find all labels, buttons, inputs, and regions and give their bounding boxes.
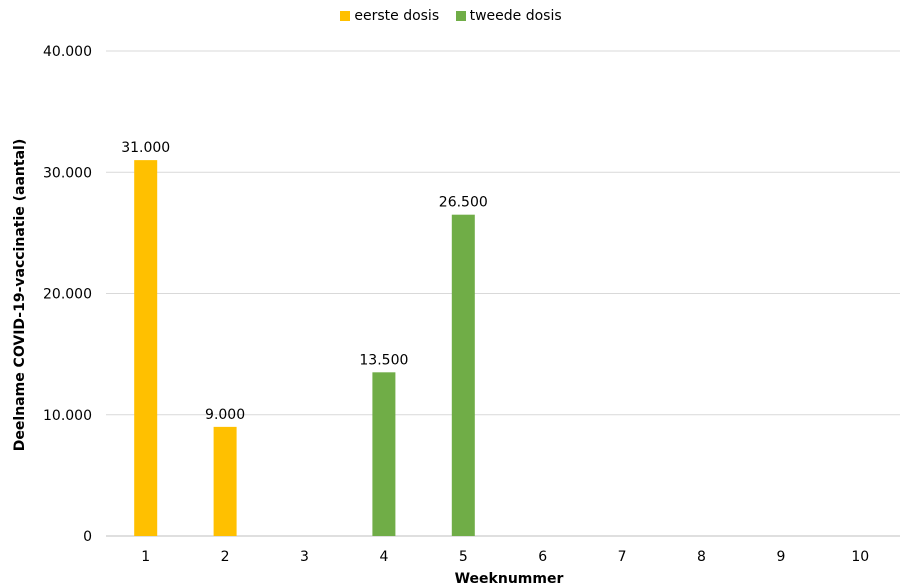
x-tick-label: 10 bbox=[851, 549, 869, 565]
x-tick-label: 9 bbox=[776, 549, 785, 565]
x-tick-label: 8 bbox=[697, 549, 706, 565]
y-tick-label: 20.000 bbox=[43, 287, 92, 303]
data-label: 13.500 bbox=[359, 352, 408, 368]
legend-item-eerste-dosis: eerste dosis bbox=[340, 8, 439, 24]
x-tick-label: 3 bbox=[300, 549, 309, 565]
x-tick-label: 5 bbox=[459, 549, 468, 565]
bar-eerste-dosis bbox=[213, 426, 237, 536]
bars bbox=[134, 160, 475, 536]
y-axis-title: Deelname COVID-19-vaccinatie (aantal) bbox=[12, 139, 28, 451]
legend-item-tweede-dosis: tweede dosis bbox=[455, 8, 562, 24]
x-tick-label: 6 bbox=[538, 549, 547, 565]
bar-tweede-dosis bbox=[451, 214, 475, 536]
data-label: 31.000 bbox=[121, 140, 170, 156]
legend-label-eerste-dosis: eerste dosis bbox=[354, 8, 440, 24]
legend-label-tweede-dosis: tweede dosis bbox=[469, 8, 562, 24]
y-tick-label: 30.000 bbox=[43, 165, 92, 181]
legend-swatch-eerste-dosis bbox=[340, 11, 351, 21]
y-tick-labels: 0 10.000 20.000 30.000 40.000 bbox=[43, 44, 92, 545]
y-tick-label: 10.000 bbox=[43, 408, 92, 424]
gridlines bbox=[106, 50, 900, 537]
x-axis-title: Weeknummer bbox=[455, 571, 564, 587]
data-label: 9.000 bbox=[205, 407, 245, 423]
data-labels: 31.000 9.000 13.500 26.500 bbox=[121, 140, 488, 423]
x-tick-label: 7 bbox=[618, 549, 627, 565]
x-tick-label: 1 bbox=[141, 549, 150, 565]
bar-tweede-dosis bbox=[372, 372, 396, 536]
legend-swatch-tweede-dosis bbox=[455, 11, 466, 21]
x-tick-labels: 1 2 3 4 5 6 7 8 9 10 bbox=[141, 549, 869, 565]
x-tick-label: 2 bbox=[221, 549, 230, 565]
y-tick-label: 0 bbox=[83, 529, 92, 545]
bar-eerste-dosis bbox=[134, 160, 158, 536]
y-tick-label: 40.000 bbox=[43, 44, 92, 60]
x-tick-label: 4 bbox=[379, 549, 388, 565]
chart-legend: eerste dosis tweede dosis bbox=[0, 8, 902, 25]
data-label: 26.500 bbox=[439, 195, 488, 211]
